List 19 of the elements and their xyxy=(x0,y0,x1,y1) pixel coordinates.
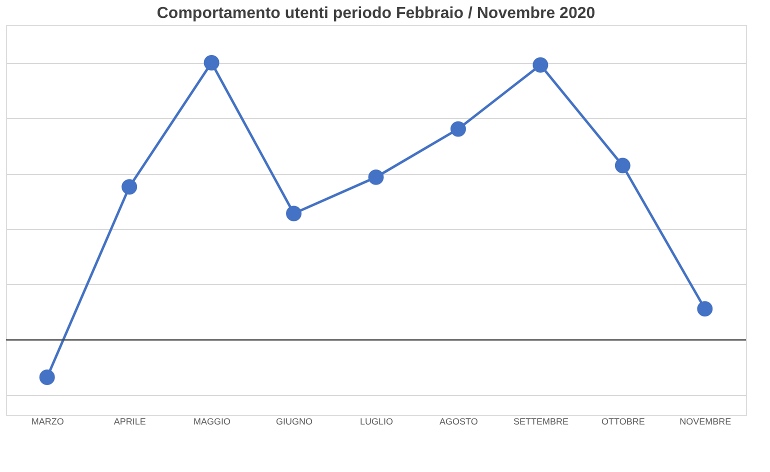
x-tick-label: MARZO xyxy=(31,416,64,426)
chart-title: Comportamento utenti periodo Febbraio / Novembre 2020 xyxy=(156,5,596,22)
x-tick-label: LUGLIO xyxy=(360,416,394,426)
x-tick-label: GIUGNO xyxy=(276,416,313,426)
point xyxy=(368,169,384,185)
x-tick-label: OTTOBRE xyxy=(601,416,645,426)
point xyxy=(204,55,220,70)
x-tick-label: SETTEMBRE xyxy=(513,416,568,426)
point xyxy=(286,206,302,222)
x-tick-label: AGOSTO xyxy=(440,416,478,426)
point xyxy=(697,301,713,317)
point xyxy=(532,57,548,73)
point xyxy=(614,158,630,174)
point xyxy=(122,179,138,195)
x-tick-label: NOVEMBRE xyxy=(680,416,732,426)
point xyxy=(450,121,466,137)
x-tick-label: MAGGIO xyxy=(194,416,231,426)
x-tick-label: APRILE xyxy=(114,416,146,426)
point xyxy=(39,370,55,385)
